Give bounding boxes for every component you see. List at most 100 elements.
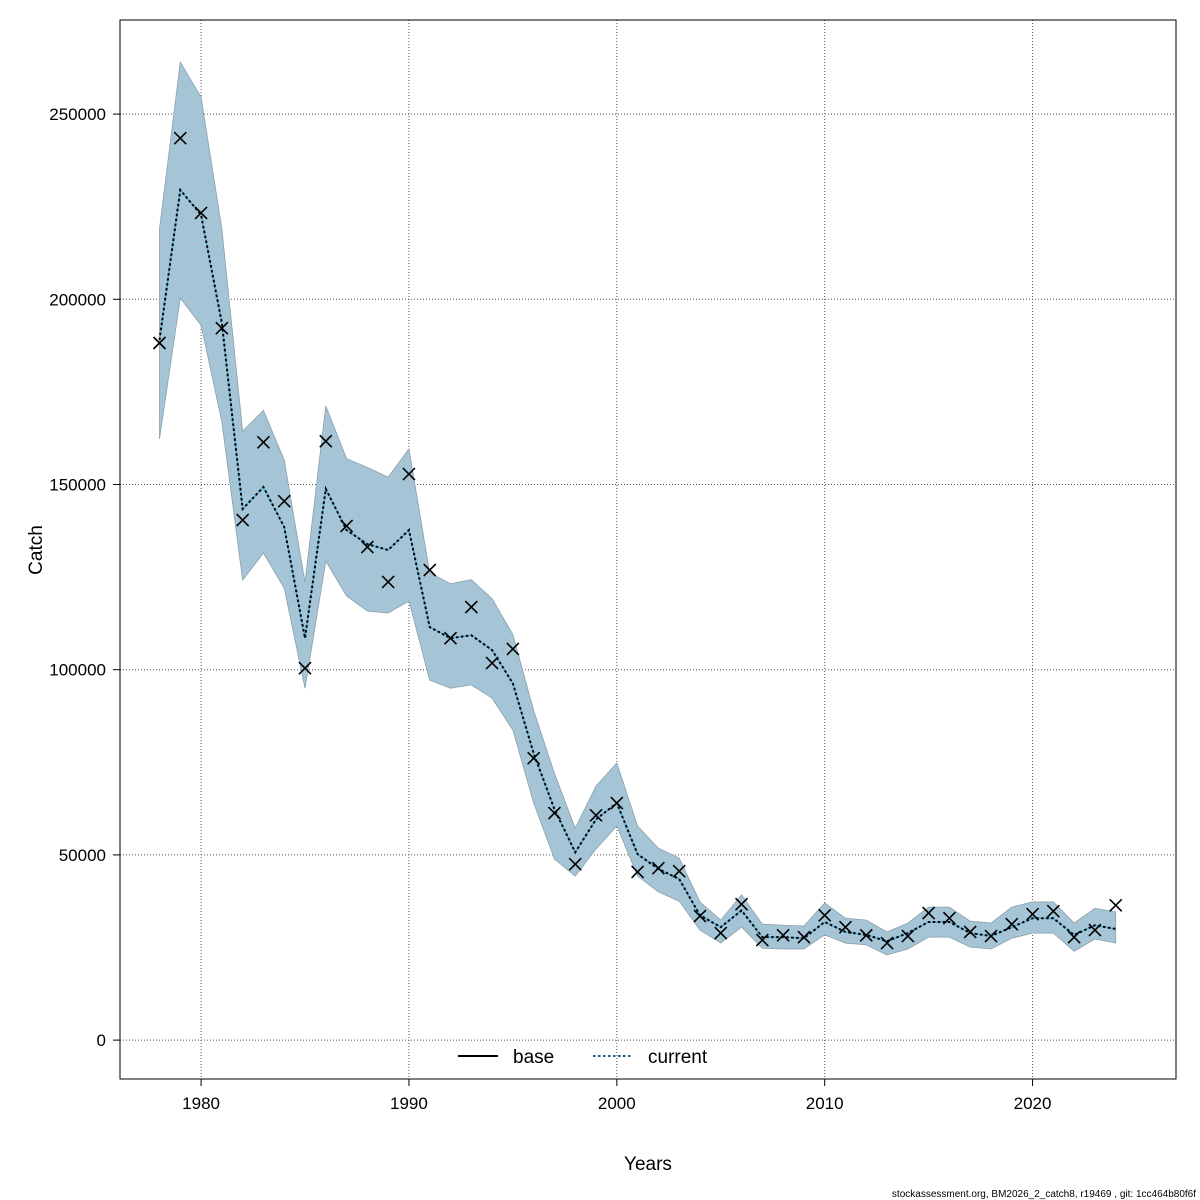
observed-point — [256, 435, 270, 449]
current-line — [158, 187, 1116, 943]
observed-point — [298, 661, 312, 675]
point-stroke — [298, 661, 312, 675]
point-stroke — [838, 920, 853, 934]
x-axis: 1980 1990 2000 2010 2020 — [182, 1079, 1051, 1113]
y-tick-label: 50000 — [59, 846, 106, 865]
point-stroke — [423, 563, 437, 577]
observed-points — [152, 131, 1123, 950]
point-stroke — [880, 936, 894, 950]
point-stroke — [963, 925, 977, 939]
observed-point — [714, 926, 728, 940]
observed-point — [797, 930, 811, 944]
observed-point — [485, 656, 499, 670]
point-stroke — [901, 929, 915, 943]
observed-point — [423, 563, 437, 577]
observed-point — [589, 808, 603, 822]
point-stroke — [506, 642, 520, 656]
point-stroke — [693, 909, 707, 923]
point-stroke — [547, 806, 562, 820]
observed-point — [381, 575, 395, 589]
point-stroke — [277, 494, 291, 508]
observed-point — [277, 494, 291, 508]
observed-point — [547, 806, 562, 820]
point-stroke — [319, 434, 333, 448]
observed-point — [1109, 898, 1123, 912]
observed-point — [631, 865, 645, 879]
point-stroke — [610, 796, 624, 810]
observed-point — [173, 131, 187, 145]
point-stroke — [984, 929, 998, 943]
x-tick-label: 1980 — [182, 1094, 220, 1113]
observed-point — [818, 908, 832, 922]
point-stroke — [173, 131, 187, 145]
point-stroke — [755, 933, 769, 947]
point-stroke — [1088, 923, 1102, 937]
x-tick-label: 2020 — [1014, 1094, 1052, 1113]
point-stroke — [1067, 930, 1081, 944]
point-stroke — [922, 906, 936, 920]
point-stroke — [589, 808, 603, 822]
point-stroke — [818, 908, 832, 922]
observed-point — [734, 897, 749, 911]
observed-point — [942, 911, 956, 925]
observed-point — [1005, 917, 1019, 931]
point-stroke — [1046, 904, 1060, 918]
observed-point — [1026, 907, 1040, 921]
point-stroke — [651, 861, 665, 875]
observed-point — [672, 864, 686, 878]
point-stroke — [360, 540, 374, 554]
y-tick-label: 200000 — [49, 290, 106, 309]
observed-point — [1067, 930, 1081, 944]
y-axis: 0 50000 100000 150000 200000 250000 — [49, 105, 120, 1050]
point-stroke — [1109, 898, 1123, 912]
point-stroke — [402, 467, 416, 481]
observed-point — [880, 936, 894, 950]
point-stroke — [734, 897, 749, 911]
point-stroke — [797, 930, 811, 944]
observed-point — [319, 434, 333, 448]
y-tick-label: 0 — [97, 1031, 106, 1050]
observed-point — [215, 321, 229, 335]
point-stroke — [485, 656, 499, 670]
observed-point — [443, 631, 458, 645]
observed-point — [984, 929, 998, 943]
observed-point — [464, 600, 478, 614]
point-stroke — [631, 865, 645, 879]
observed-point — [963, 925, 977, 939]
observed-point — [1088, 923, 1102, 937]
point-stroke — [776, 928, 790, 942]
observed-point — [527, 751, 541, 765]
point-stroke — [568, 857, 582, 871]
point-stroke — [672, 864, 686, 878]
legend-current-label: current — [648, 1047, 708, 1068]
y-tick-label: 250000 — [49, 105, 106, 124]
observed-point — [651, 861, 665, 875]
point-stroke — [714, 926, 728, 940]
observed-point — [1046, 904, 1060, 918]
footer-caption: stockassessment.org, BM2026_2_catch8, r1… — [892, 1189, 1196, 1200]
observed-point — [693, 909, 707, 923]
point-stroke — [1026, 907, 1040, 921]
observed-point — [922, 906, 936, 920]
x-axis-label: Years — [624, 1154, 672, 1175]
point-stroke — [194, 206, 208, 220]
point-stroke — [859, 928, 873, 942]
observed-point — [568, 857, 582, 871]
point-stroke — [152, 336, 167, 350]
point-stroke — [256, 435, 270, 449]
grid-lines — [120, 20, 1176, 1079]
point-stroke — [527, 751, 541, 765]
confidence-band — [159, 61, 1117, 956]
observed-point — [776, 928, 790, 942]
x-tick-label: 2010 — [806, 1094, 844, 1113]
observed-point — [506, 642, 520, 656]
observed-point — [236, 513, 250, 527]
x-tick-label: 2000 — [598, 1094, 636, 1113]
point-stroke — [381, 575, 395, 589]
plot-frame — [119, 19, 1177, 1080]
observed-point — [402, 467, 416, 481]
observed-point — [610, 796, 624, 810]
observed-point — [755, 933, 769, 947]
y-tick-label: 100000 — [49, 661, 106, 680]
